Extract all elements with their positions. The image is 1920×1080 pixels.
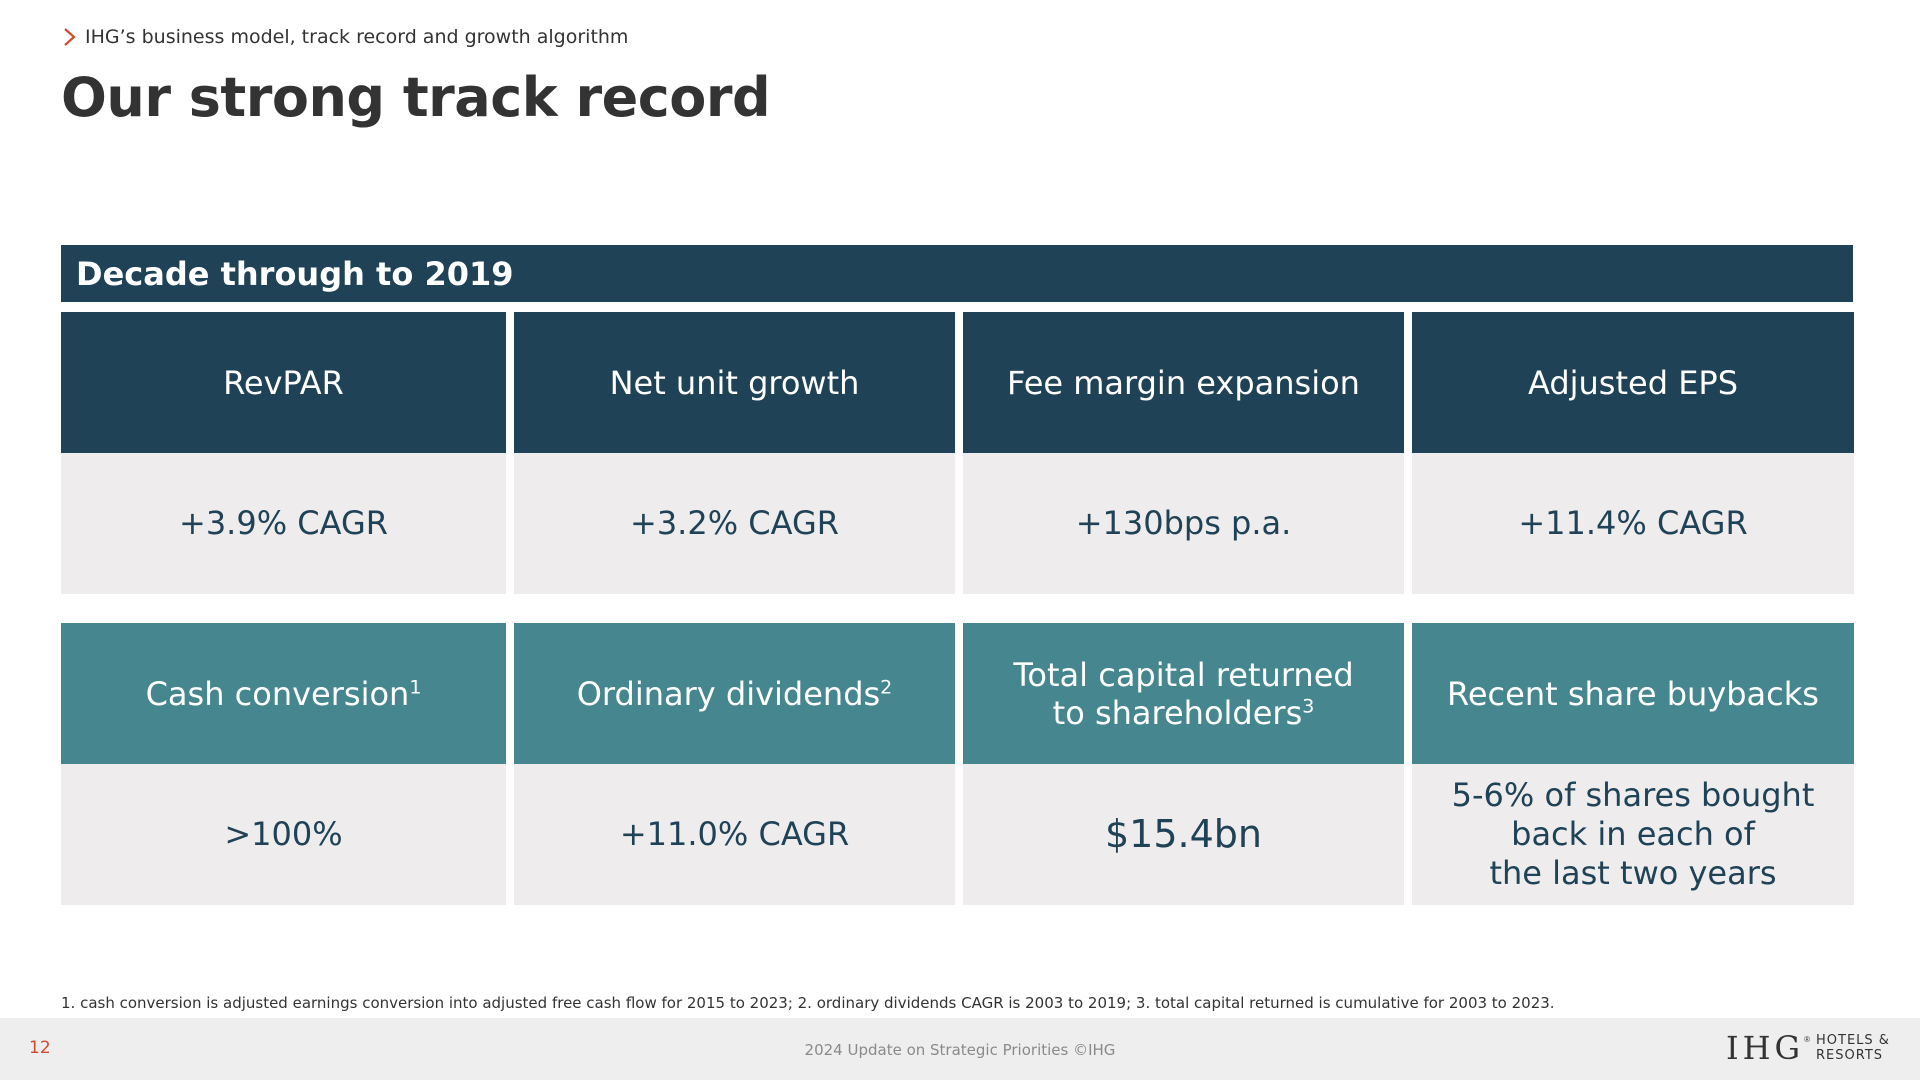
page-title: Our strong track record (61, 66, 771, 129)
metric-heading-cash-conversion-label: Cash conversion (145, 674, 410, 713)
metric-value-adjusted-eps: +11.4% CAGR (1412, 453, 1854, 594)
metric-heading-fee-margin: Fee margin expansion (963, 312, 1404, 453)
metric-value-fee-margin: +130bps p.a. (963, 453, 1404, 594)
metric-heading-ordinary-dividends: Ordinary dividends2 (514, 623, 955, 764)
metric-heading-total-capital-line-1: Total capital returned (1013, 655, 1354, 694)
metric-heading-total-capital-line-2: to shareholders (1052, 693, 1303, 732)
ihg-logo-mark: IHG (1726, 1029, 1805, 1067)
metric-value-cash-conversion: >100% (61, 764, 506, 905)
metric-heading-recent-share-buybacks: Recent share buybacks (1412, 623, 1854, 764)
registered-mark: ® (1804, 1034, 1811, 1044)
buybacks-line-1: 5-6% of shares bought (1451, 776, 1815, 814)
footer-caption: 2024 Update on Strategic Priorities ©IHG (804, 1041, 1116, 1059)
footnote-ref: 3 (1302, 694, 1315, 717)
section-banner: Decade through to 2019 (61, 245, 1853, 302)
footnote-ref: 2 (880, 675, 893, 698)
ihg-logo: IHG ® HOTELS & RESORTS (1726, 1032, 1890, 1064)
metrics-grid-row-1: RevPAR Net unit growth Fee margin expans… (61, 312, 1854, 594)
metric-value-total-capital-returned: $15.4bn (963, 764, 1404, 905)
footer: 12 2024 Update on Strategic Priorities ©… (0, 1018, 1920, 1080)
metric-value-recent-share-buybacks: 5-6% of shares bought back in each of th… (1412, 764, 1854, 905)
metric-heading-total-capital-returned: Total capital returned to shareholders3 (963, 623, 1404, 764)
footnote-ref: 1 (409, 675, 422, 698)
buybacks-line-3: the last two years (1489, 854, 1777, 892)
ihg-logo-subtitle-line-2: RESORTS (1816, 1048, 1884, 1063)
metric-heading-ordinary-dividends-label: Ordinary dividends (576, 674, 881, 713)
metric-value-net-unit-growth: +3.2% CAGR (514, 453, 955, 594)
metric-value-revpar: +3.9% CAGR (61, 453, 506, 594)
metrics-grid-row-2: Cash conversion1 Ordinary dividends2 Tot… (61, 623, 1854, 905)
ihg-logo-subtitle-line-1: HOTELS & (1816, 1033, 1890, 1048)
metric-value-ordinary-dividends: +11.0% CAGR (514, 764, 955, 905)
metric-heading-net-unit-growth: Net unit growth (514, 312, 955, 453)
breadcrumb: IHG’s business model, track record and g… (61, 25, 628, 49)
section-banner-label: Decade through to 2019 (76, 254, 514, 293)
metric-heading-adjusted-eps: Adjusted EPS (1412, 312, 1854, 453)
metric-heading-revpar: RevPAR (61, 312, 506, 453)
page-number: 12 (29, 1038, 51, 1058)
metric-heading-cash-conversion: Cash conversion1 (61, 623, 506, 764)
ihg-logo-subtitle: HOTELS & RESORTS (1816, 1033, 1890, 1063)
footnote: 1. cash conversion is adjusted earnings … (61, 994, 1555, 1012)
buybacks-line-2: back in each of (1511, 815, 1755, 853)
chevron-right-icon (64, 28, 76, 46)
breadcrumb-label: IHG’s business model, track record and g… (85, 26, 629, 48)
